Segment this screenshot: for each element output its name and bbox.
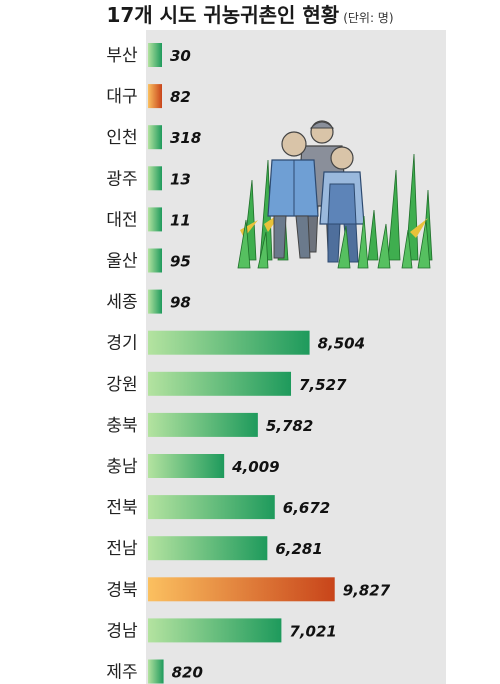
category-label: 제주 <box>106 663 137 683</box>
value-label: 82 <box>170 88 191 106</box>
bar <box>148 248 162 273</box>
value-label: 98 <box>170 294 191 312</box>
bar <box>148 289 162 314</box>
value-label: 318 <box>170 129 201 147</box>
bar <box>148 495 275 520</box>
category-label: 경남 <box>106 621 138 641</box>
category-label: 전북 <box>106 498 137 518</box>
bar <box>148 536 268 561</box>
bar <box>148 412 258 437</box>
value-label: 30 <box>170 47 191 65</box>
farmer-left-icon <box>267 131 319 259</box>
bar <box>148 618 282 643</box>
bar <box>148 659 164 684</box>
category-label: 세종 <box>106 293 137 313</box>
category-label: 광주 <box>106 169 137 189</box>
category-label: 충남 <box>106 457 138 477</box>
value-label: 4,009 <box>231 458 279 476</box>
bar <box>148 330 310 355</box>
category-label: 충북 <box>106 416 137 436</box>
category-label: 부산 <box>106 46 138 66</box>
unit-label: (단위: 명) <box>343 11 394 25</box>
bar <box>148 84 162 109</box>
category-label: 대구 <box>106 87 137 107</box>
category-label: 울산 <box>106 252 138 272</box>
bar <box>148 577 335 602</box>
value-label: 11 <box>170 211 191 229</box>
category-label: 강원 <box>106 375 137 395</box>
bar <box>148 371 292 396</box>
bar <box>148 207 162 232</box>
category-label: 경북 <box>106 580 137 600</box>
bar <box>148 43 162 67</box>
category-label: 대전 <box>106 210 137 230</box>
category-label: 경기 <box>106 334 137 354</box>
value-label: 8,504 <box>318 335 365 353</box>
value-label: 95 <box>170 253 191 271</box>
value-label: 7,021 <box>289 622 336 640</box>
category-label: 전남 <box>106 539 138 559</box>
value-label: 5,782 <box>266 417 313 435</box>
bar <box>148 125 162 150</box>
category-label-column <box>97 30 146 684</box>
value-label: 820 <box>172 664 203 682</box>
title-row: 17개 시도 귀농귀촌인 현황 (단위: 명) <box>0 0 500 30</box>
bars-group: 부산 30 대구 82 인천 318 광주 13 대전 11 울산 95 세종 98 경기 8,504 강원 7,… <box>106 43 391 684</box>
farmers-illustration <box>237 120 433 269</box>
value-label: 9,827 <box>343 581 391 599</box>
bar <box>148 166 162 191</box>
bar <box>148 454 225 478</box>
value-label: 6,281 <box>275 540 322 558</box>
value-label: 6,672 <box>283 499 330 517</box>
value-label: 13 <box>170 170 191 188</box>
category-label: 인천 <box>106 128 137 148</box>
value-label: 7,527 <box>299 376 347 394</box>
chart-title: 17개 시도 귀농귀촌인 현황 <box>106 3 340 27</box>
